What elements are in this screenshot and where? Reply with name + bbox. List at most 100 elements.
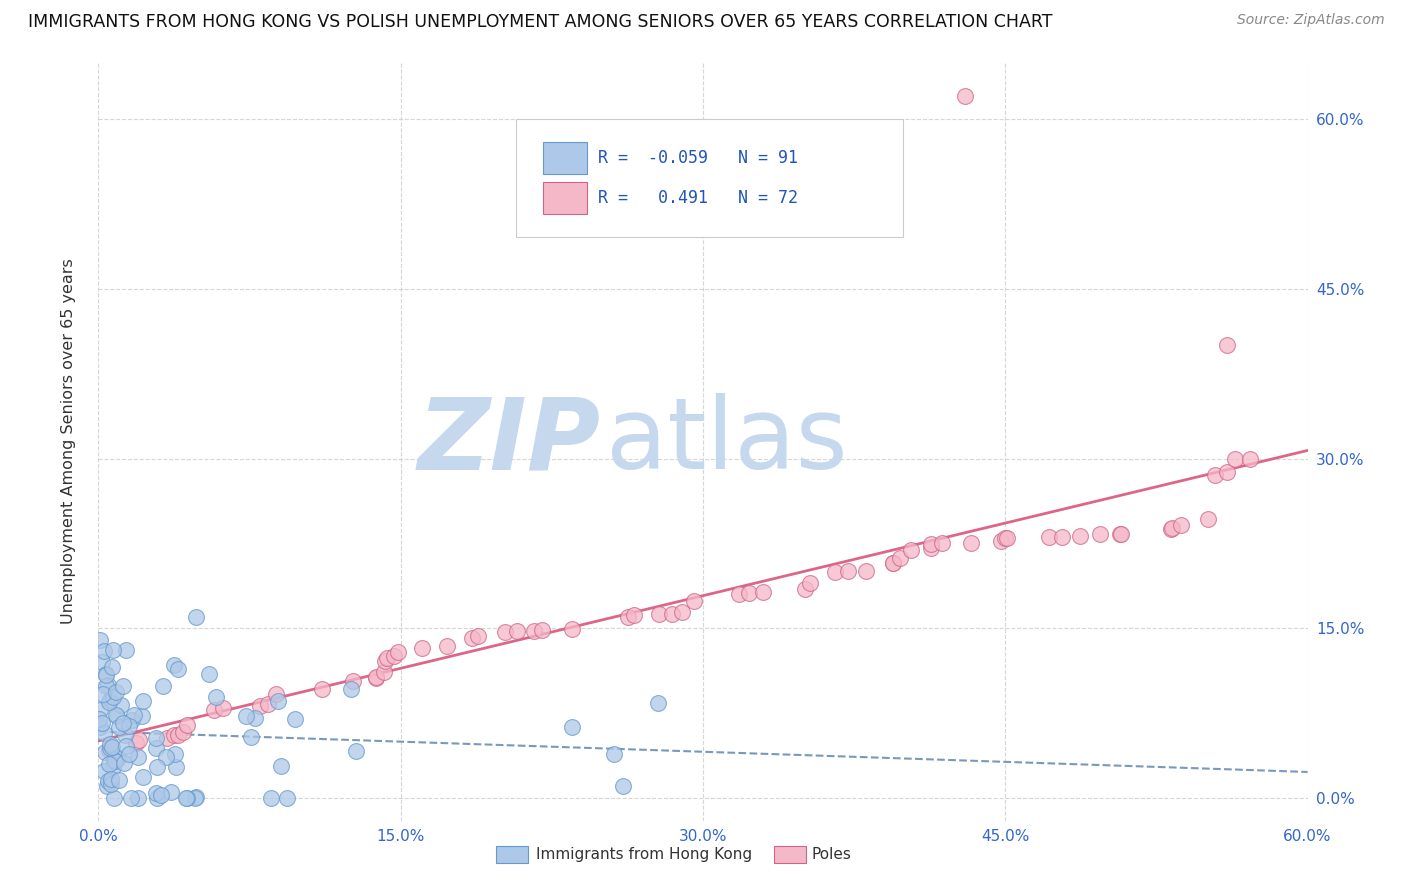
Point [461,632,484,646]
Point [105,709,128,723]
Point [103,753,125,767]
Point [671,605,693,619]
Point [87,712,110,726]
Point [149,789,172,803]
Point [1216,338,1239,352]
Point [100,772,122,786]
Point [1160,522,1182,536]
Point [1161,520,1184,534]
Point [1225,451,1247,466]
Point [127,791,149,805]
Point [103,643,125,657]
Point [204,690,226,704]
Point [1050,530,1073,544]
FancyBboxPatch shape [543,182,586,214]
Point [131,709,153,723]
Text: Source: ZipAtlas.com: Source: ZipAtlas.com [1237,13,1385,28]
Point [162,658,184,673]
Point [128,733,150,747]
Point [523,624,546,638]
Point [1090,527,1112,541]
Point [105,707,128,722]
Point [155,749,177,764]
Point [738,586,761,600]
Point [120,791,142,805]
Point [96,773,118,788]
Point [172,724,194,739]
Point [1109,527,1132,541]
Text: IMMIGRANTS FROM HONG KONG VS POLISH UNEMPLOYMENT AMONG SENIORS OVER 65 YEARS COR: IMMIGRANTS FROM HONG KONG VS POLISH UNEM… [28,13,1053,31]
Point [387,645,409,659]
Point [89,720,111,734]
Point [960,536,983,550]
Point [152,680,174,694]
Point [373,665,395,679]
Point [342,673,364,688]
Point [1204,467,1226,482]
Point [920,537,942,551]
Point [648,607,671,621]
Point [1216,465,1239,479]
Point [602,747,624,762]
Point [506,624,529,638]
Point [882,556,904,570]
Point [882,556,904,570]
Point [98,743,121,757]
Point [366,670,388,684]
Point [94,745,117,759]
Point [1170,518,1192,533]
Point [167,662,190,676]
Point [235,709,257,723]
Point [617,610,640,624]
Point [990,533,1012,548]
Point [93,764,115,779]
Text: Poles: Poles [811,847,852,863]
Point [799,576,821,591]
Point [98,741,121,756]
Point [467,629,489,643]
Point [89,703,111,717]
Point [163,728,186,742]
Point [276,791,298,805]
Point [752,584,775,599]
Point [166,728,188,742]
Point [145,731,167,746]
Point [267,694,290,708]
Point [824,565,846,579]
Point [91,687,114,701]
Point [186,790,208,805]
Point [1038,530,1060,544]
Point [132,771,155,785]
Point [243,710,266,724]
Point [249,699,271,714]
Point [647,696,669,710]
Point [160,785,183,799]
Point [494,624,516,639]
Point [530,624,553,638]
Point [91,655,114,669]
Y-axis label: Unemployment Among Seniors over 65 years: Unemployment Among Seniors over 65 years [62,259,76,624]
Point [145,791,167,805]
Point [344,744,367,758]
Point [105,684,128,698]
Point [1108,527,1130,541]
Point [111,679,134,693]
Point [100,660,122,674]
Point [176,791,198,805]
Point [994,531,1017,545]
Point [1069,529,1091,543]
Point [176,718,198,732]
Point [118,719,141,733]
Point [97,678,120,692]
Point [145,760,167,774]
Point [270,759,292,773]
Point [728,587,751,601]
Point [145,741,167,756]
Point [163,747,186,761]
Point [98,693,121,707]
Point [855,564,877,578]
Point [104,752,127,766]
Point [98,738,121,752]
Point [100,777,122,791]
Point [165,760,187,774]
